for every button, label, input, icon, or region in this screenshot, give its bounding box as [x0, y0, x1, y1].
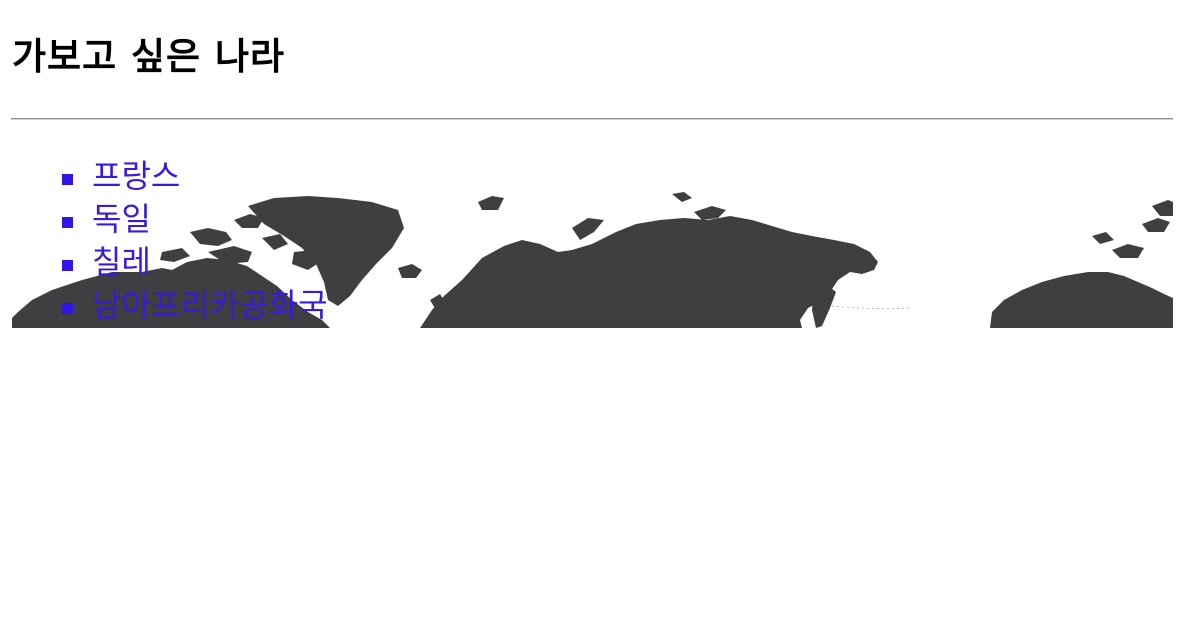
world-map-image — [12, 140, 1173, 328]
country-link-south-africa[interactable]: 남아프리카공화국 — [92, 286, 328, 324]
country-link-germany[interactable]: 독일 — [92, 200, 151, 238]
list-item: 프랑스 — [60, 155, 328, 198]
world-map-icon — [12, 192, 1173, 328]
square-bullet-icon — [62, 303, 73, 314]
country-list: 프랑스 독일 칠레 남아프리카공화국 — [60, 155, 328, 327]
square-bullet-icon — [62, 217, 73, 228]
list-item: 남아프리카공화국 — [60, 284, 328, 327]
country-link-france[interactable]: 프랑스 — [92, 157, 181, 195]
page-title: 가보고 싶은 나라 — [12, 35, 286, 78]
square-bullet-icon — [62, 260, 73, 271]
country-link-chile[interactable]: 칠레 — [92, 243, 151, 281]
horizontal-rule — [11, 118, 1173, 120]
square-bullet-icon — [62, 174, 73, 185]
list-item: 칠레 — [60, 241, 328, 284]
list-item: 독일 — [60, 198, 328, 241]
